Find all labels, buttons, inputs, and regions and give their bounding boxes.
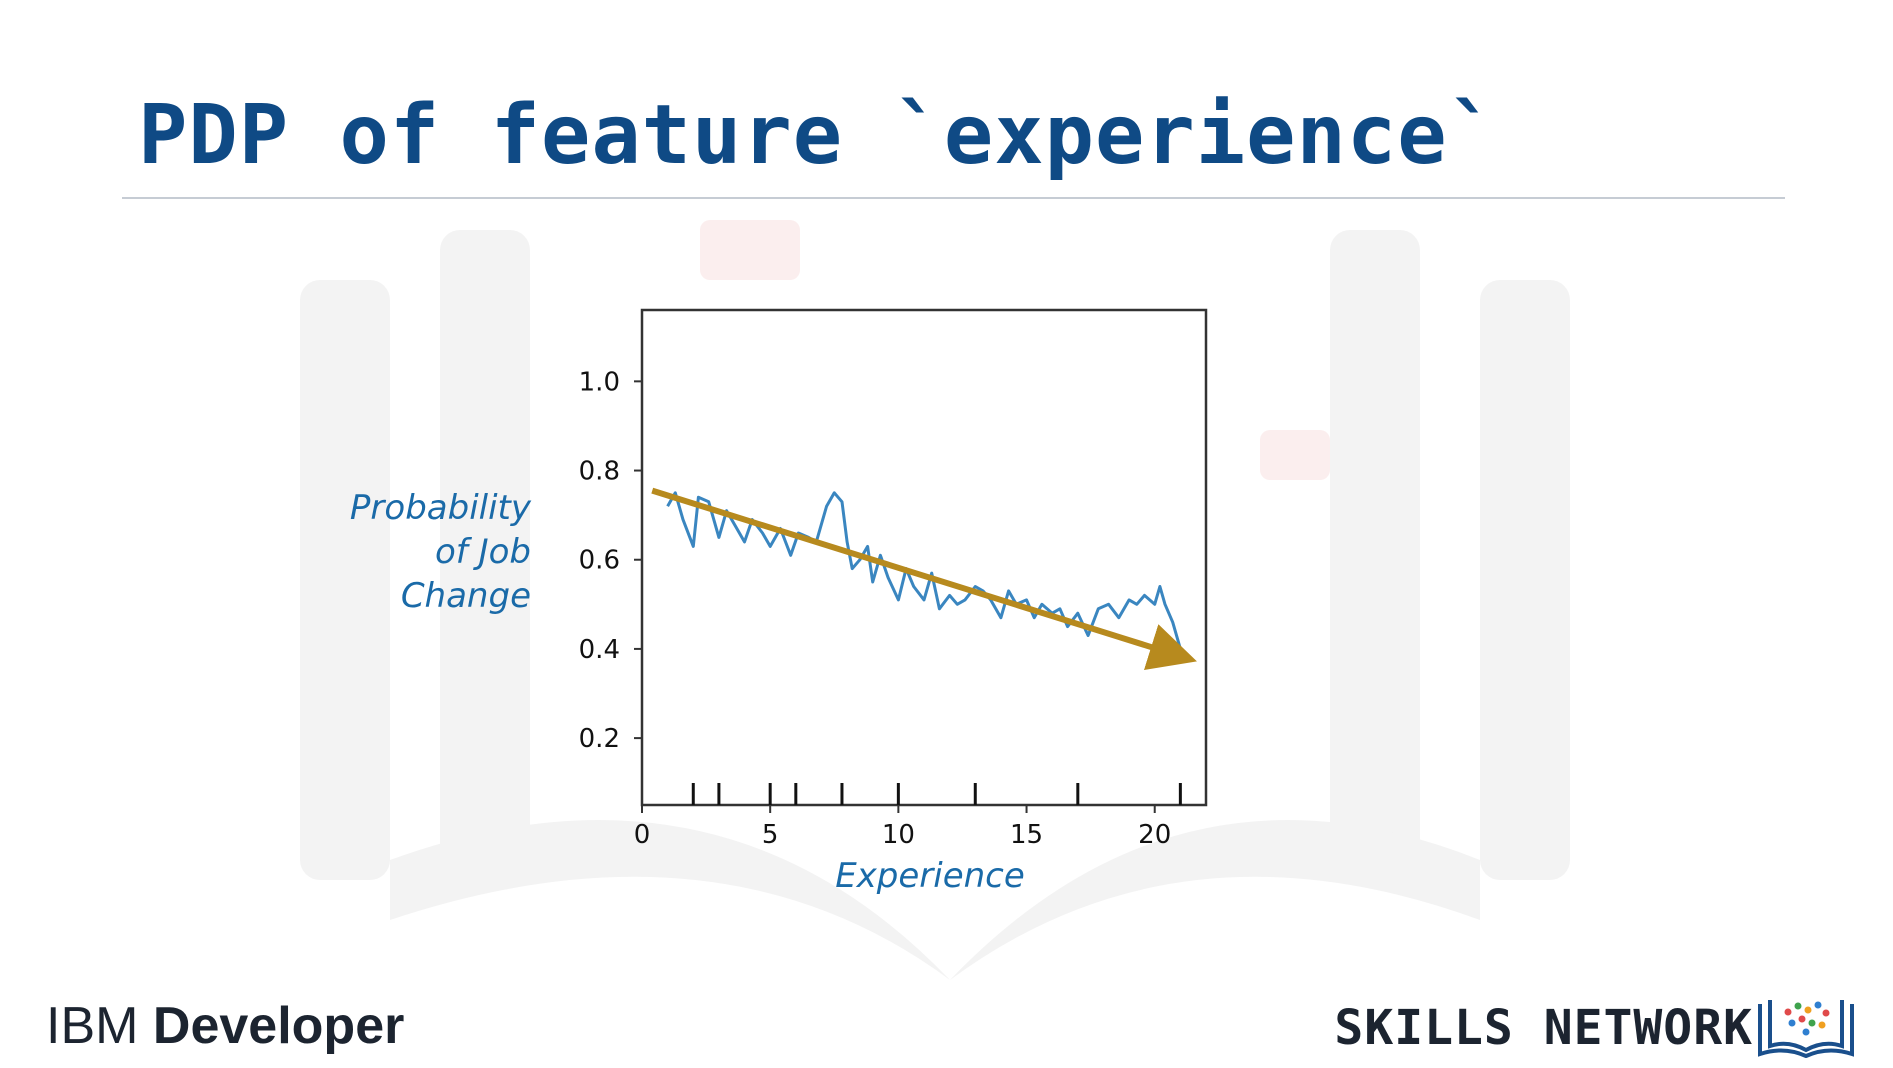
- x-tick-label: 10: [882, 820, 915, 850]
- y-axis-label-line: Change: [400, 576, 531, 616]
- y-tick-label: 0.2: [579, 724, 620, 754]
- y-axis: 0.2 0.4 0.6 0.8 1.0: [579, 367, 642, 754]
- y-tick-label: 1.0: [579, 367, 620, 397]
- ibm-logo-text: IBM: [46, 997, 139, 1055]
- y-tick-label: 0.6: [579, 546, 620, 576]
- trend-arrow: [651, 487, 1197, 670]
- y-axis-label: Probability of Job Change: [271, 486, 531, 618]
- pdp-series-line: [666, 491, 1182, 650]
- y-tick-label: 0.8: [579, 457, 620, 487]
- plot-frame: [640, 308, 1208, 807]
- skills-network-logo-text: SKILLS NETWORK: [1334, 1000, 1753, 1056]
- developer-logo-text: Developer: [152, 997, 405, 1055]
- skills-network-book-icon: [1758, 1000, 1854, 1058]
- x-tick-label: 0: [634, 820, 651, 850]
- y-axis-label-line: Probability: [349, 488, 531, 528]
- title-divider: [122, 197, 1785, 199]
- series-group: [666, 491, 1182, 650]
- x-tick-label: 5: [762, 820, 779, 850]
- trend-group: [651, 487, 1197, 670]
- x-axis: 0 5 10 15 20: [634, 805, 1171, 850]
- x-tick-label: 15: [1010, 820, 1043, 850]
- rug-marks: [691, 783, 1182, 805]
- x-axis-label: Experience: [835, 856, 1025, 896]
- y-axis-label-line: of Job: [435, 532, 531, 572]
- x-tick-label: 20: [1138, 820, 1171, 850]
- y-tick-label: 0.4: [579, 635, 620, 665]
- slide-title: PDP of feature `experience`: [138, 88, 1498, 183]
- ibm-developer-logo: IBM Developer: [46, 996, 404, 1056]
